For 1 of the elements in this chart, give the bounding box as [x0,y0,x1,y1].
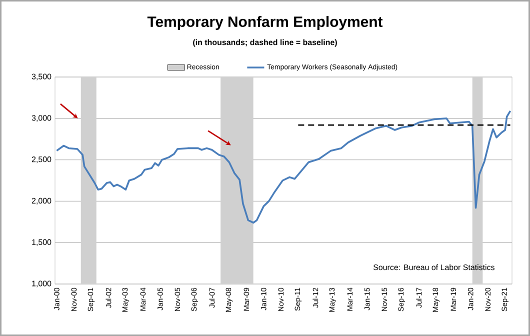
chart-title: Temporary Nonfarm Employment [147,16,383,30]
